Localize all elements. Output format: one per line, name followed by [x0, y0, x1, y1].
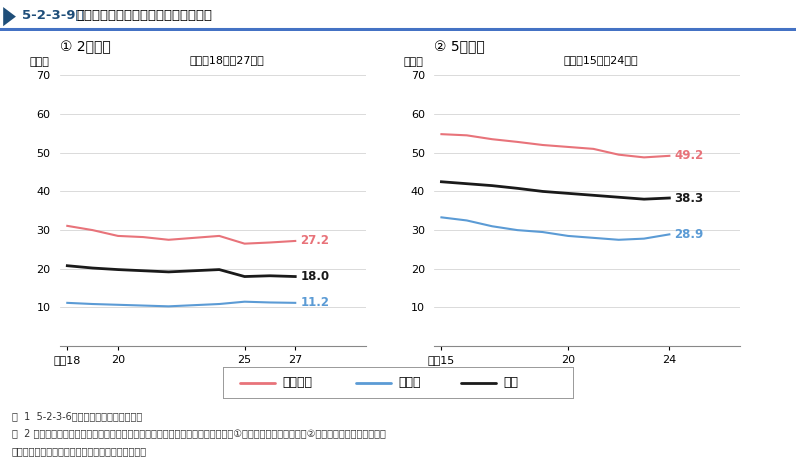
Text: （平成18年～27年）: （平成18年～27年） [189, 55, 264, 65]
Text: 5-2-3-9図: 5-2-3-9図 [22, 9, 84, 22]
Text: 総数: 総数 [503, 376, 518, 389]
Text: 18.0: 18.0 [300, 270, 330, 283]
Text: 末までに再入所した者の人員の比率をいう。: 末までに再入所した者の人員の比率をいう。 [12, 447, 147, 456]
Text: 27.2: 27.2 [300, 235, 330, 247]
Text: 仮釈放: 仮釈放 [398, 376, 420, 389]
Polygon shape [3, 7, 16, 26]
Text: ① 2年以内: ① 2年以内 [60, 40, 111, 54]
Text: （％）: （％） [29, 57, 49, 67]
Text: 満期釈放: 満期釈放 [283, 376, 312, 389]
Text: ② 5年以内: ② 5年以内 [434, 40, 485, 54]
Text: 出所受刑者の出所事由別再入率の推移: 出所受刑者の出所事由別再入率の推移 [76, 9, 213, 22]
Text: 2 「再入率」は，各年の出所受刑者の人員に占める，出所年を１年目として，①では２年目（翘年）の，②では５年目の，それぞれ年: 2 「再入率」は，各年の出所受刑者の人員に占める，出所年を１年目として，①では２… [12, 429, 386, 439]
Text: （％）: （％） [404, 57, 423, 67]
Text: 11.2: 11.2 [300, 296, 330, 309]
Text: （平成15年～24年）: （平成15年～24年） [564, 55, 638, 65]
Text: 28.9: 28.9 [674, 228, 704, 241]
Text: 38.3: 38.3 [674, 192, 704, 204]
Text: 49.2: 49.2 [674, 149, 704, 162]
Text: 注  1  5-2-3-6図の脚注１及び２に同じ。: 注 1 5-2-3-6図の脚注１及び２に同じ。 [12, 411, 142, 421]
